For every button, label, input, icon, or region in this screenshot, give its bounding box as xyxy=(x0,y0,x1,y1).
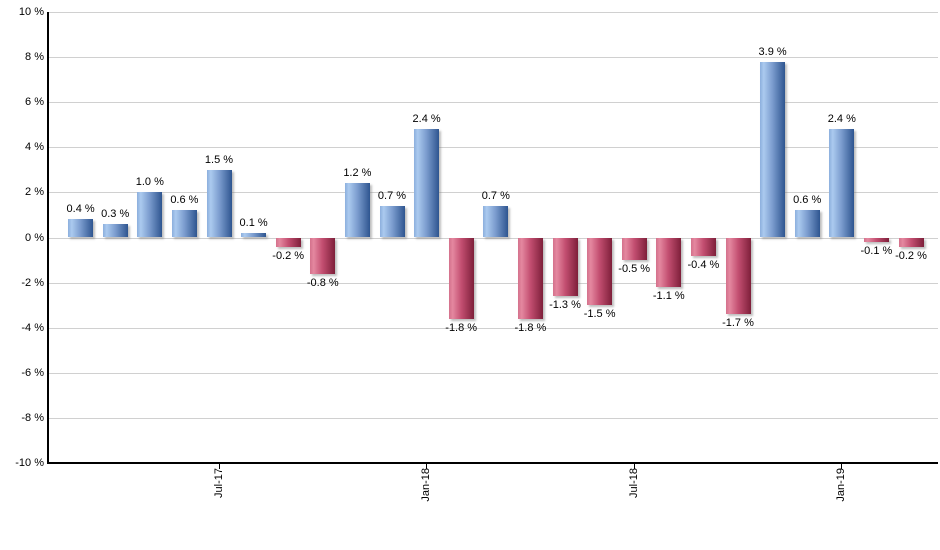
x-axis-tick xyxy=(633,464,635,469)
bar-positive xyxy=(794,210,820,238)
y-grid-line xyxy=(49,12,938,13)
bar-value-label: 1.0 % xyxy=(135,176,164,189)
y-tick-label: 0 % xyxy=(25,231,44,244)
bar-positive xyxy=(414,129,440,238)
bar-positive xyxy=(344,183,370,238)
bar-positive xyxy=(206,169,232,238)
x-axis-tick xyxy=(841,464,843,469)
x-tick-label: Jul-17 xyxy=(212,468,225,498)
bar-negative xyxy=(656,237,682,288)
x-tick-label: Jul-18 xyxy=(627,468,640,498)
bar-negative xyxy=(552,237,578,297)
y-tick-label: -2 % xyxy=(21,276,44,289)
bar-value-label: -1.7 % xyxy=(722,317,754,330)
bar-positive xyxy=(829,129,855,238)
bar-value-label: 2.4 % xyxy=(412,113,441,126)
bar-positive xyxy=(379,205,405,238)
x-tick-label: Jan-19 xyxy=(835,468,848,502)
bar-value-label: 2.4 % xyxy=(827,113,856,126)
y-tick-label: -6 % xyxy=(21,366,44,379)
bar-positive xyxy=(137,192,163,238)
bar-value-label: -1.8 % xyxy=(445,321,478,334)
y-grid-line xyxy=(49,417,938,419)
bar-negative xyxy=(725,237,751,315)
bar-positive xyxy=(68,219,94,238)
y-tick-label: -10 % xyxy=(15,457,44,469)
y-axis-line xyxy=(47,12,49,463)
bar-value-label: -1.1 % xyxy=(652,290,685,303)
bar-positive xyxy=(483,205,509,238)
bar-value-label: -0.8 % xyxy=(306,276,339,289)
y-tick-label: 6 % xyxy=(25,96,44,109)
bar-negative xyxy=(621,237,647,261)
bar-negative xyxy=(898,237,924,247)
bar-value-label: 0.7 % xyxy=(481,189,510,202)
bar-value-label: -0.2 % xyxy=(272,249,305,262)
bar-value-label: -1.3 % xyxy=(549,299,581,312)
x-axis-tick xyxy=(218,464,220,469)
y-tick-label: 8 % xyxy=(25,51,44,64)
bar-value-label: -0.4 % xyxy=(687,258,720,271)
y-grid-line xyxy=(49,282,938,284)
y-grid-line xyxy=(49,192,938,194)
x-axis-tick xyxy=(426,464,428,469)
bar-negative xyxy=(448,237,474,319)
y-grid-line xyxy=(49,147,938,149)
bar-value-label: 0.4 % xyxy=(66,203,95,216)
bar-value-label: -0.1 % xyxy=(860,245,893,257)
y-grid-line xyxy=(49,57,938,59)
bar-value-label: -1.5 % xyxy=(583,308,616,321)
y-tick-label: 4 % xyxy=(25,141,44,154)
y-grid-line xyxy=(49,327,938,329)
x-tick-label: Jan-18 xyxy=(420,468,433,502)
bar-positive xyxy=(760,61,786,238)
bar-negative xyxy=(587,237,613,306)
bar-value-label: 1.5 % xyxy=(204,153,234,166)
bar-value-label: 0.1 % xyxy=(239,216,268,229)
y-tick-label: -8 % xyxy=(21,411,44,424)
bar-negative xyxy=(863,237,889,242)
bar-value-label: 0.3 % xyxy=(101,207,130,220)
y-grid-line xyxy=(49,102,938,104)
bar-positive xyxy=(241,232,267,238)
y-tick-label: 10 % xyxy=(18,6,44,18)
x-axis-line xyxy=(47,462,938,464)
y-grid-line xyxy=(49,372,938,374)
y-grid-line xyxy=(49,237,938,239)
bar-negative xyxy=(690,237,716,256)
bar-value-label: -1.8 % xyxy=(514,321,547,334)
bar-negative xyxy=(310,237,336,274)
bar-positive xyxy=(102,223,128,238)
bar-value-label: 1.2 % xyxy=(343,167,372,180)
bar-value-label: -0.5 % xyxy=(618,263,651,276)
bar-value-label: 0.6 % xyxy=(170,194,199,207)
bar-value-label: 0.7 % xyxy=(377,189,407,202)
bar-value-label: 0.6 % xyxy=(793,194,822,207)
bar-negative xyxy=(275,237,301,247)
y-tick-label: -4 % xyxy=(21,321,44,334)
bar-value-label: 3.9 % xyxy=(758,45,787,58)
bar-positive xyxy=(171,210,197,238)
y-tick-label: 2 % xyxy=(25,186,44,199)
bar-value-label: -0.2 % xyxy=(895,249,927,262)
bar-negative xyxy=(517,237,543,319)
